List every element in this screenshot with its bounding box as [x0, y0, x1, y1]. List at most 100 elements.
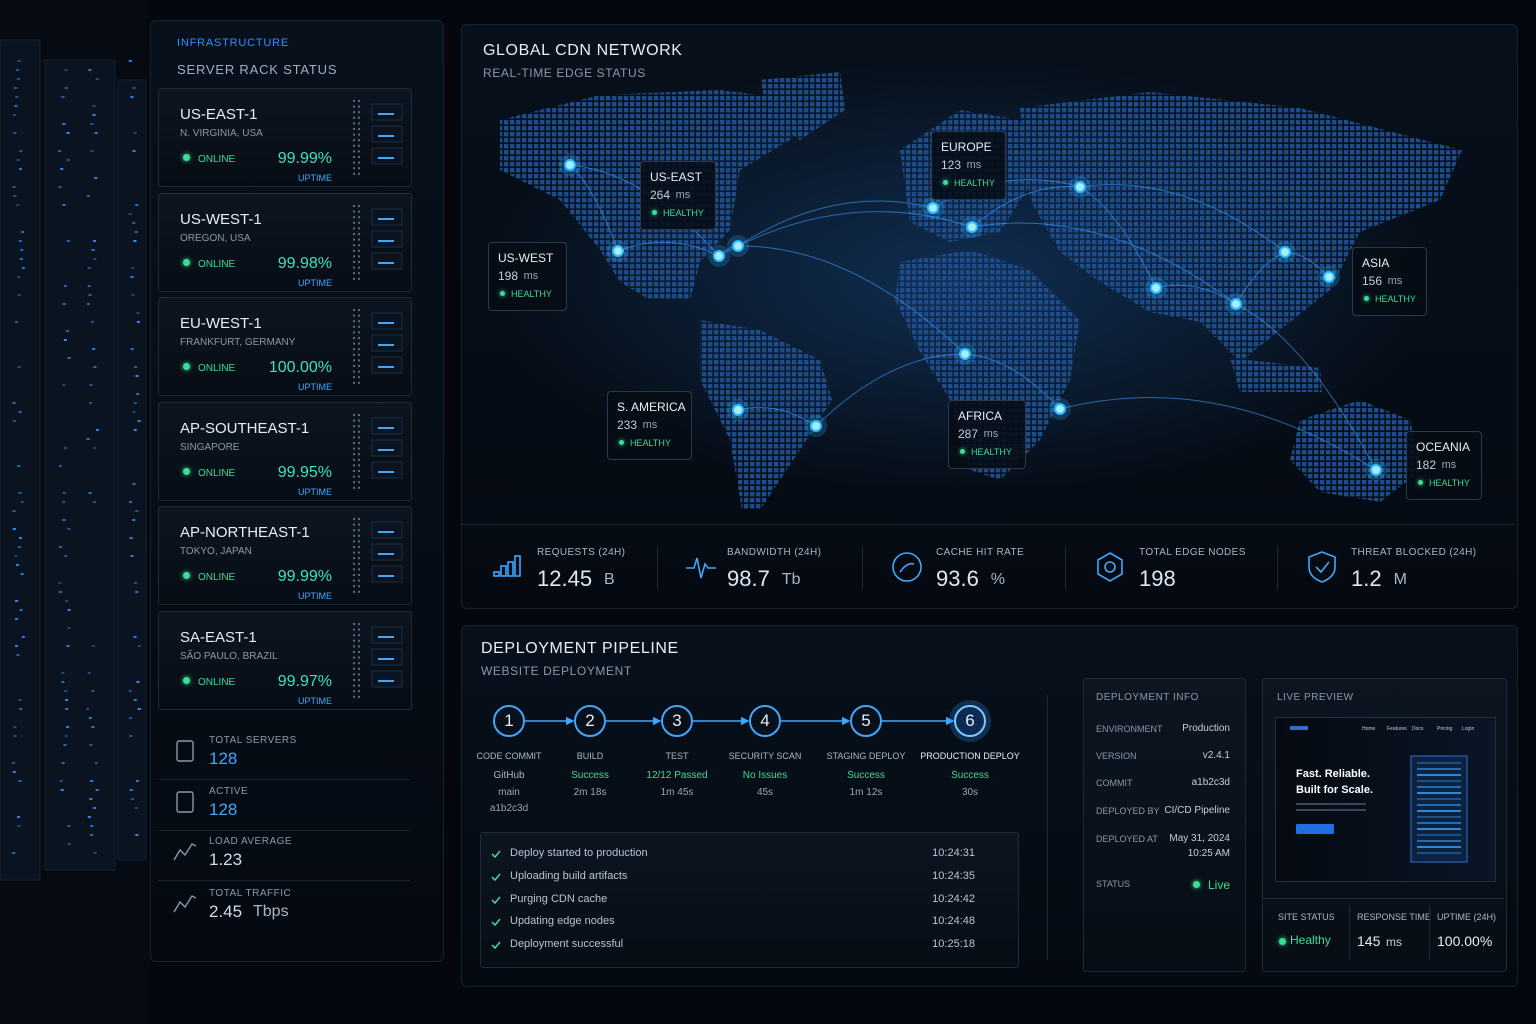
- rack-led: [133, 402, 137, 404]
- vent: [358, 111, 360, 114]
- info-value: v2.4.1: [1202, 750, 1230, 761]
- rack-led: [88, 717, 92, 719]
- rack-led: [93, 447, 97, 449]
- step-name: TEST: [665, 751, 689, 761]
- edge-node: [959, 348, 971, 360]
- region-name: EUROPE: [941, 140, 992, 154]
- server-card: [158, 192, 412, 292]
- rack-led: [90, 321, 94, 323]
- rack-led: [94, 177, 98, 179]
- rack-led: [132, 87, 136, 89]
- server-art-led: [1417, 834, 1461, 836]
- rack-led: [19, 150, 23, 152]
- rack-led: [63, 447, 67, 449]
- vent: [358, 271, 360, 274]
- vent: [353, 376, 355, 379]
- server-status: ONLINE: [198, 258, 236, 270]
- rack-led: [66, 132, 70, 134]
- drive-led: [378, 366, 394, 368]
- region-status: HEALTHY: [1375, 294, 1416, 304]
- check-icon: [491, 941, 501, 950]
- vent: [353, 226, 355, 229]
- vent: [358, 689, 360, 692]
- rack-led: [132, 222, 136, 224]
- vent: [353, 523, 355, 526]
- vent: [353, 419, 355, 422]
- stat-divider: [158, 880, 410, 881]
- step-detail: 45s: [756, 787, 774, 798]
- edge-node: [810, 420, 822, 432]
- vent: [358, 139, 360, 142]
- route-arc: [617, 241, 720, 257]
- vent: [358, 551, 360, 554]
- step-circle: [749, 705, 781, 737]
- server-art-led: [1417, 798, 1461, 800]
- rack-led: [12, 510, 16, 512]
- drive: [371, 648, 403, 665]
- server-art-led: [1417, 762, 1461, 764]
- step-number: 5: [861, 711, 871, 730]
- edge-node: [1230, 298, 1242, 310]
- rack-led: [94, 132, 98, 134]
- metric-divider: [1277, 546, 1278, 590]
- vent: [358, 353, 360, 356]
- rack-led: [65, 708, 69, 710]
- rack-led: [18, 780, 22, 782]
- rack-led: [20, 249, 24, 251]
- rack-led: [65, 600, 69, 602]
- check-icon: [491, 918, 501, 927]
- rack-led: [20, 501, 24, 503]
- step-number: 3: [672, 711, 682, 730]
- rack-led: [133, 429, 137, 431]
- step-circle: [954, 705, 986, 737]
- log-time: 10:24:31: [932, 847, 975, 859]
- vent: [353, 672, 355, 675]
- vent: [353, 266, 355, 269]
- server-uptime: 99.98%: [277, 254, 332, 272]
- icon: [686, 557, 716, 579]
- rack-led: [135, 510, 139, 512]
- continent: [700, 320, 832, 510]
- drive-led: [378, 261, 394, 264]
- vent: [358, 254, 360, 257]
- rack-led: [12, 771, 16, 773]
- vent: [353, 139, 355, 142]
- info-value: CI/CD Pipeline: [1164, 805, 1230, 816]
- edge-node: [564, 159, 576, 171]
- vent: [358, 622, 360, 625]
- continent: [1230, 358, 1322, 392]
- server-card: [158, 401, 412, 501]
- rack-led: [134, 807, 138, 809]
- log-time: 10:24:42: [932, 892, 975, 905]
- vent: [353, 144, 355, 147]
- rack-led: [19, 258, 23, 260]
- status-dot: [183, 467, 190, 475]
- rack-led: [88, 294, 92, 296]
- rack-led: [16, 654, 20, 656]
- preview-stat-divider: [1429, 905, 1430, 960]
- rack-led: [132, 519, 136, 521]
- server-name: US-WEST-1: [180, 210, 262, 228]
- server-location: N. VIRGINIA, USA: [180, 128, 263, 139]
- step-circle: [493, 705, 525, 737]
- preview-stat-unit: ms: [1386, 935, 1402, 949]
- rack-title: SERVER RACK STATUS: [177, 62, 338, 77]
- uptime-label: UPTIME: [297, 486, 332, 497]
- drive-led: [378, 344, 394, 346]
- step-name: CODE COMMIT: [476, 751, 542, 761]
- rack-led: [135, 780, 139, 782]
- info-value: a1b2c3d: [1191, 777, 1230, 788]
- vent: [358, 447, 360, 450]
- server-art-led: [1417, 810, 1461, 812]
- rack-led: [86, 195, 90, 197]
- vent: [353, 260, 355, 263]
- vent: [353, 469, 355, 472]
- rack-led: [13, 195, 17, 197]
- preview-server: [1410, 755, 1468, 863]
- icon: [892, 552, 922, 582]
- route-arc: [718, 211, 973, 257]
- rack-led: [93, 807, 97, 809]
- step-name: PRODUCTION DEPLOY: [920, 751, 1020, 761]
- server-name: EU-WEST-1: [180, 315, 262, 332]
